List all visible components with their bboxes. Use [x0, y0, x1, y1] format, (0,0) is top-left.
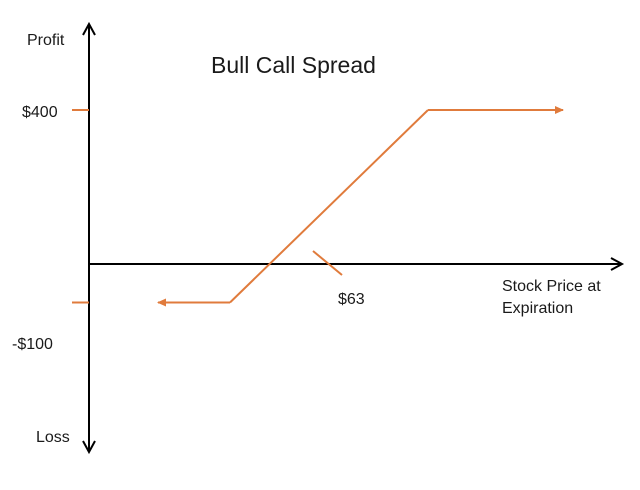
x-axis-label-line1: Stock Price at [502, 278, 601, 295]
y-axis-arrow-bottom [82, 440, 96, 455]
breakeven-mark [312, 250, 343, 276]
chart-title: Bull Call Spread [211, 52, 376, 78]
y-tick-label-400: $400 [22, 104, 58, 121]
x-axis-label-line2: Expiration [502, 300, 574, 317]
breakeven-label: $63 [338, 291, 365, 308]
payoff-line [229, 109, 429, 304]
y-axis-label-loss: Loss [36, 429, 70, 446]
y-axis-arrow-top [82, 21, 96, 36]
x-axis-arrow [610, 257, 625, 271]
y-tick-label-minus-100: -$100 [12, 336, 53, 353]
x-axis-label: Stock Price at Expiration [502, 276, 632, 320]
y-axis-label-profit: Profit [27, 32, 65, 49]
